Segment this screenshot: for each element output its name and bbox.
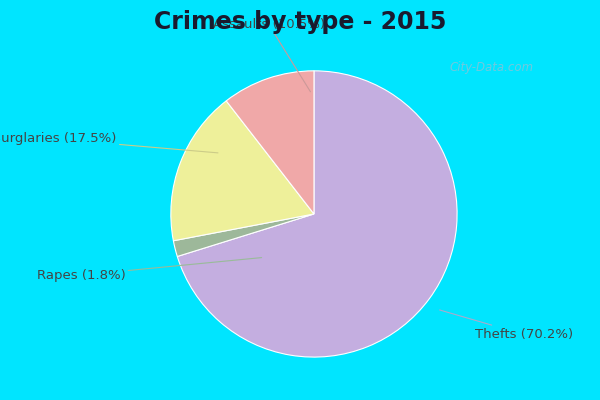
- Text: Crimes by type - 2015: Crimes by type - 2015: [154, 10, 446, 34]
- Wedge shape: [173, 214, 314, 256]
- Text: Burglaries (17.5%): Burglaries (17.5%): [0, 132, 218, 153]
- Text: Rapes (1.8%): Rapes (1.8%): [37, 258, 262, 282]
- Wedge shape: [177, 71, 457, 357]
- Wedge shape: [171, 101, 314, 241]
- Text: Thefts (70.2%): Thefts (70.2%): [440, 310, 572, 341]
- Wedge shape: [226, 71, 314, 214]
- Text: Assaults (10.5%): Assaults (10.5%): [212, 18, 325, 92]
- Text: City-Data.com: City-Data.com: [450, 62, 534, 74]
